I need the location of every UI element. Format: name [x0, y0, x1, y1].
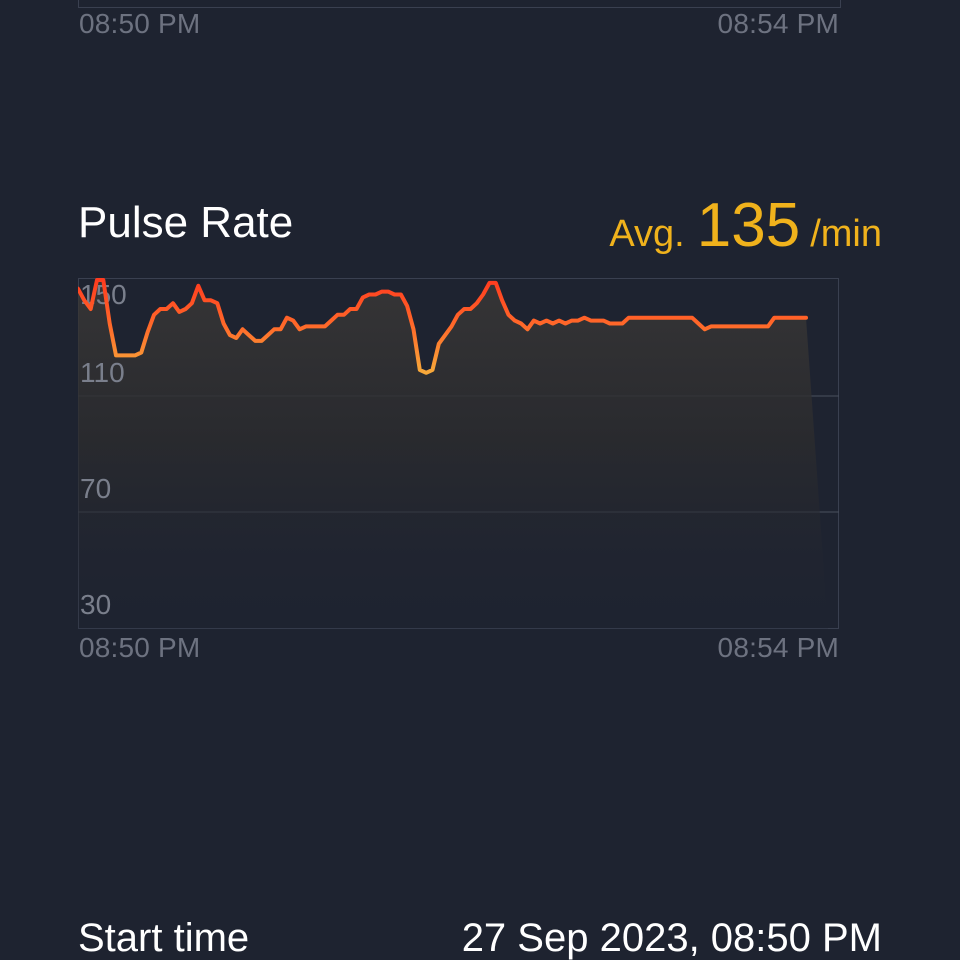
previous-chart-x-start-label: 08:50 PM [79, 8, 201, 39]
y-tick-label-70: 70 [80, 473, 111, 504]
y-tick-label-30: 30 [80, 589, 111, 620]
start-time-row: Start time 27 Sep 2023, 08:50 PM [78, 916, 882, 960]
previous-chart-x-end-label: 08:54 PM [717, 8, 839, 39]
pulse-rate-header: Pulse Rate Avg. 135/min [78, 190, 882, 260]
average-label: Avg. [609, 213, 685, 255]
chart-x-start-label: 08:50 PM [79, 632, 201, 663]
pulse-rate-average: Avg. 135/min [609, 190, 882, 261]
previous-chart-frame [78, 0, 841, 8]
y-tick-label-110: 110 [80, 357, 125, 388]
pulse-rate-title: Pulse Rate [78, 198, 294, 247]
pulse-rate-area [78, 280, 828, 629]
start-time-label: Start time [78, 916, 250, 960]
start-time-value: 27 Sep 2023, 08:50 PM [461, 916, 882, 960]
pulse-rate-chart: 150 110 70 30 [78, 278, 839, 629]
chart-x-end-label: 08:54 PM [717, 632, 839, 663]
average-unit: /min [810, 213, 882, 255]
pulse-rate-line [78, 278, 808, 375]
average-value: 135 [696, 191, 801, 260]
